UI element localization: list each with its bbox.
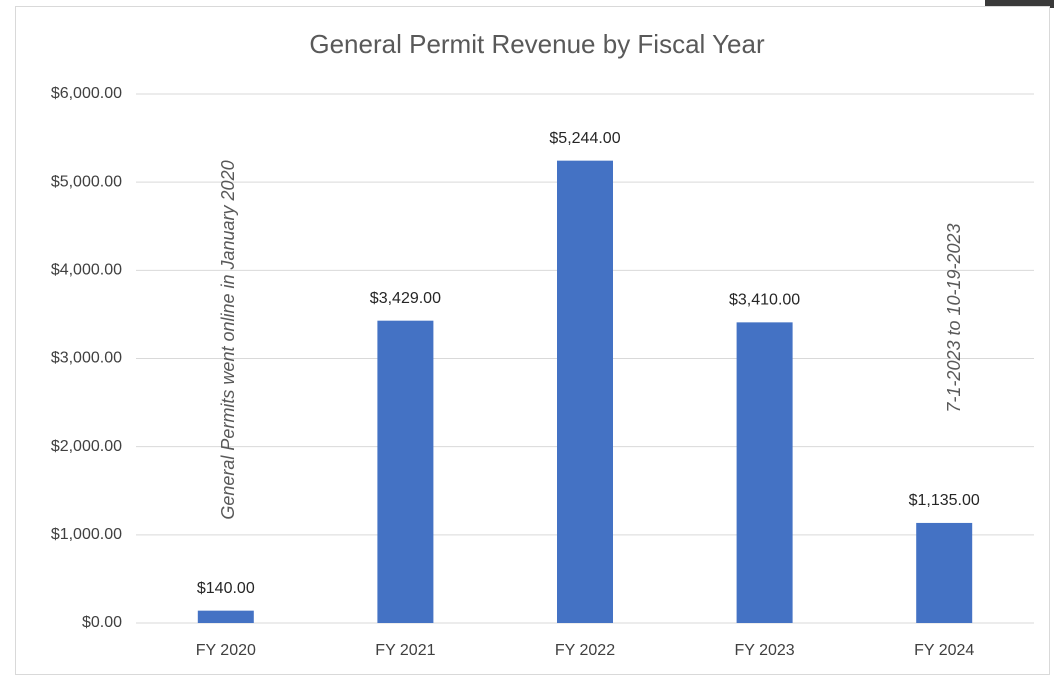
- x-tick-label: FY 2024: [914, 642, 974, 659]
- y-tick-label: $1,000.00: [51, 526, 122, 543]
- bar: [197, 610, 254, 623]
- data-label: $1,135.00: [909, 492, 980, 509]
- bar: [377, 320, 434, 623]
- chart-border: [15, 6, 1050, 675]
- y-tick-label: $0.00: [82, 614, 122, 631]
- x-tick-label: FY 2022: [555, 642, 615, 659]
- x-tick-label: FY 2021: [375, 642, 435, 659]
- bar: [557, 160, 613, 624]
- data-label: $140.00: [197, 580, 255, 597]
- y-tick-label: $4,000.00: [51, 262, 122, 279]
- y-tick-label: $5,000.00: [51, 173, 122, 190]
- x-tick-label: FY 2023: [734, 642, 794, 659]
- bar: [736, 322, 793, 623]
- x-tick-label: FY 2020: [196, 642, 256, 659]
- y-tick-label: $3,000.00: [51, 350, 122, 367]
- annotation: General Permits went online in January 2…: [218, 160, 238, 519]
- bar: [916, 522, 973, 623]
- data-label: $5,244.00: [549, 130, 620, 147]
- data-label: $3,429.00: [370, 290, 441, 307]
- data-label: $3,410.00: [729, 292, 800, 309]
- y-tick-label: $6,000.00: [51, 85, 122, 102]
- y-tick-label: $2,000.00: [51, 438, 122, 455]
- chart-title: General Permit Revenue by Fiscal Year: [309, 29, 765, 59]
- annotation: 7-1-2023 to 10-19-2023: [944, 223, 964, 412]
